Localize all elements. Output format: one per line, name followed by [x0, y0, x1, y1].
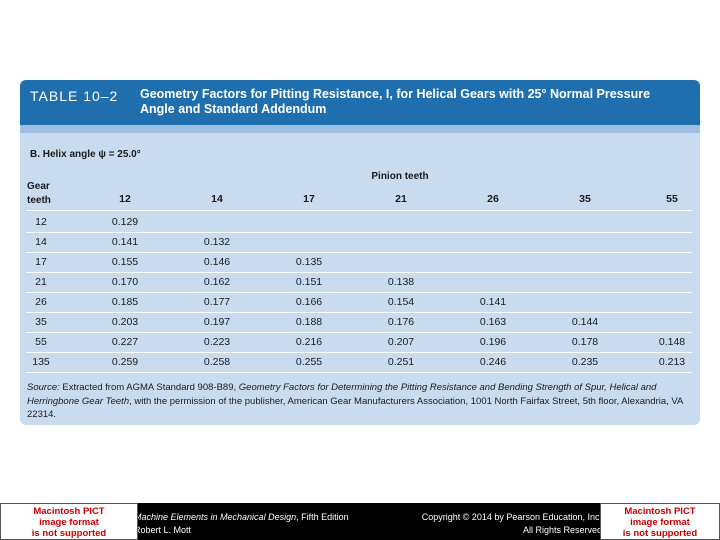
column-header: 35 — [579, 193, 591, 205]
source-text: , with the permission of the publisher, … — [27, 395, 683, 421]
author: Robert L. Mott — [134, 525, 192, 535]
image-placeholder: Macintosh PICT image format is not suppo… — [600, 503, 720, 540]
header-band: TABLE 10–2 Geometry Factors for Pitting … — [20, 80, 700, 125]
table-cell: 0.258 — [203, 356, 231, 368]
table-panel: TABLE 10–2 Geometry Factors for Pitting … — [20, 80, 700, 425]
placeholder-line: Macintosh PICT — [624, 506, 696, 517]
table-cell: 0.162 — [203, 276, 231, 288]
table-cell: 0.197 — [203, 316, 231, 328]
table-cell: 0.177 — [203, 296, 231, 308]
row-label: 17 — [35, 256, 47, 268]
placeholder-line: image format — [630, 517, 690, 528]
table-cell: 0.259 — [111, 356, 139, 368]
row-label: 55 — [35, 336, 47, 348]
table-cell: 0.246 — [479, 356, 507, 368]
table-cell: 0.163 — [479, 316, 507, 328]
row-rule — [26, 272, 692, 273]
table-cell: 0.216 — [295, 336, 323, 348]
table-cell: 0.129 — [111, 216, 139, 228]
row-label: 35 — [35, 316, 47, 328]
table-cell: 0.178 — [571, 336, 599, 348]
column-header: 17 — [303, 193, 315, 205]
row-rule — [26, 232, 692, 233]
rights-text: All Rights Reserved — [522, 525, 602, 535]
row-label: 135 — [32, 356, 50, 368]
image-placeholder: Macintosh PICT image format is not suppo… — [0, 503, 138, 540]
table-cell: 0.138 — [387, 276, 415, 288]
row-rule — [26, 352, 692, 353]
row-rule — [26, 332, 692, 333]
column-header: 55 — [666, 193, 678, 205]
table-label: TABLE 10–2 — [30, 88, 119, 104]
table-cell: 0.223 — [203, 336, 231, 348]
source-label: Source: — [27, 382, 60, 393]
placeholder-line: image format — [39, 517, 99, 528]
table-cell: 0.151 — [295, 276, 323, 288]
source-title: Geometry Factors for Determining the Pit… — [27, 382, 657, 407]
table-cell: 0.203 — [111, 316, 139, 328]
column-header: 14 — [211, 193, 223, 205]
source-text: Extracted from AGMA Standard 908-B89, — [59, 382, 239, 393]
table-cell: 0.185 — [111, 296, 139, 308]
column-header: 21 — [395, 193, 407, 205]
copyright-text: Copyright © 2014 by Pearson Education, I… — [421, 512, 602, 522]
table-cell: 0.154 — [387, 296, 415, 308]
table-cell: 0.176 — [387, 316, 415, 328]
row-label: 21 — [35, 276, 47, 288]
table-cell: 0.148 — [658, 336, 686, 348]
row-label: 26 — [35, 296, 47, 308]
table-cell: 0.251 — [387, 356, 415, 368]
table-cell: 0.207 — [387, 336, 415, 348]
row-rule — [26, 252, 692, 253]
table-cell: 0.166 — [295, 296, 323, 308]
table-cell: 0.155 — [111, 256, 139, 268]
row-header: Gear teeth — [27, 180, 51, 208]
table-cell: 0.144 — [571, 316, 599, 328]
book-title: Machine Elements in Mechanical Design — [134, 512, 297, 522]
placeholder-line: Macintosh PICT — [33, 506, 105, 517]
table-cell: 0.146 — [203, 256, 231, 268]
table-cell: 0.132 — [203, 236, 231, 248]
header-rule — [26, 210, 692, 211]
column-header: 26 — [487, 193, 499, 205]
placeholder-line: is not supported — [622, 528, 698, 539]
table-cell: 0.141 — [479, 296, 507, 308]
source-note: Source: Extracted from AGMA Standard 908… — [27, 381, 687, 422]
table-cell: 0.196 — [479, 336, 507, 348]
row-header-line: Gear — [27, 181, 50, 192]
column-header: 12 — [119, 193, 131, 205]
copyright: Copyright © 2014 by Pearson Education, I… — [422, 511, 602, 537]
table-title: Geometry Factors for Pitting Resistance,… — [140, 87, 651, 116]
table-cell: 0.227 — [111, 336, 139, 348]
row-label: 14 — [35, 236, 47, 248]
table-cell: 0.235 — [571, 356, 599, 368]
row-rule — [26, 312, 692, 313]
row-header-line: teeth — [27, 195, 51, 206]
column-group: Pinion teeth — [371, 171, 429, 182]
table-cell: 0.170 — [111, 276, 139, 288]
row-label: 12 — [35, 216, 47, 228]
book-info: Machine Elements in Mechanical Design, F… — [134, 511, 349, 537]
edition: , Fifth Edition — [296, 512, 349, 522]
table-cell: 0.188 — [295, 316, 323, 328]
subtitle: B. Helix angle ψ = 25.0° — [30, 149, 141, 160]
row-rule — [26, 372, 692, 373]
table-cell: 0.141 — [111, 236, 139, 248]
row-rule — [26, 292, 692, 293]
table-cell: 0.135 — [295, 256, 323, 268]
placeholder-line: is not supported — [31, 528, 107, 539]
header-stripe — [20, 125, 700, 133]
table-cell: 0.255 — [295, 356, 323, 368]
table-cell: 0.213 — [658, 356, 686, 368]
